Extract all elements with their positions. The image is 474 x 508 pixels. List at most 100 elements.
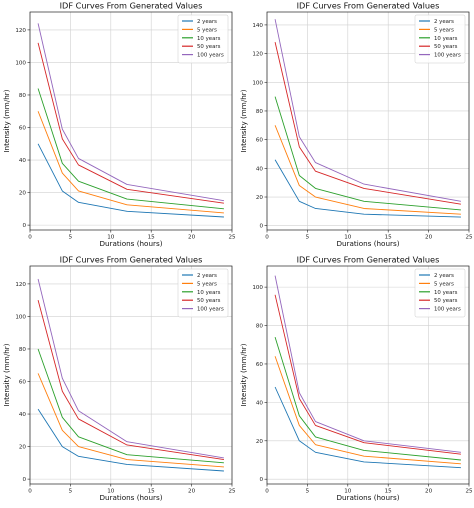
chart-title: IDF Curves From Generated Values: [60, 255, 203, 265]
y-tick-label: 60: [256, 362, 264, 368]
chart-title: IDF Curves From Generated Values: [297, 1, 440, 11]
y-tick-label: 80: [256, 109, 264, 115]
series-line-10-years: [37, 348, 224, 464]
legend: 2 years 5 years 10 years 50 years 100 years: [414, 14, 466, 64]
legend-box: [177, 268, 229, 318]
legend-label: 50 years: [434, 298, 458, 304]
series-line-5-years: [274, 125, 461, 215]
series-line-50-years: [37, 300, 224, 461]
x-tick-label: 20: [425, 489, 433, 495]
x-tick-label: 10: [344, 489, 352, 495]
y-tick-label: 40: [256, 400, 264, 406]
x-tick-label: 5: [69, 489, 73, 495]
plot-frame: [266, 11, 470, 231]
x-tick-label: 0: [265, 489, 269, 495]
chart-panel-bottom-left: 0 5 10 15 20 25 0 20 40 60 80 100 120 IDF Curves From…: [0, 254, 237, 508]
series-line-50-years: [274, 294, 461, 455]
series-line-50-years: [274, 42, 461, 205]
series-line-2-years: [37, 143, 224, 218]
series-line-100-years: [37, 23, 224, 202]
series-line-5-years: [37, 373, 224, 468]
y-tick-label: 100: [15, 60, 26, 66]
legend-label: 2 years: [197, 273, 217, 279]
y-tick-label: 20: [19, 191, 27, 197]
x-tick-label: 25: [465, 235, 473, 241]
y-tick-label: 0: [22, 223, 26, 229]
x-tick-label: 15: [148, 489, 156, 495]
y-tick-label: 120: [15, 282, 26, 288]
series-line-10-years: [274, 336, 461, 461]
y-tick-label: 0: [22, 477, 26, 483]
y-tick-label: 140: [252, 23, 263, 29]
legend-label: 10 years: [434, 36, 458, 42]
idf-chart-3: 0 5 10 15 20 25 0 20 40 60 80 100 IDF Curves From Ge…: [239, 255, 473, 503]
legend-box: [414, 14, 466, 64]
x-tick-label: 20: [188, 235, 196, 241]
legend-label: 100 years: [197, 53, 224, 59]
y-tick-label: 100: [252, 285, 263, 291]
legend: 2 years 5 years 10 years 50 years 100 years: [177, 14, 229, 64]
y-tick-label: 0: [259, 477, 263, 483]
plot-frame: [266, 265, 470, 485]
legend-label: 10 years: [197, 36, 221, 42]
y-tick-label: 20: [19, 445, 27, 451]
legend-label: 2 years: [434, 273, 454, 279]
plot-frame: [29, 265, 233, 485]
y-tick-label: 20: [256, 439, 264, 445]
legend-label: 100 years: [434, 53, 461, 59]
legend-label: 5 years: [434, 27, 454, 33]
x-tick-label: 5: [306, 489, 310, 495]
legend-label: 2 years: [197, 19, 217, 25]
y-tick-label: 0: [259, 224, 263, 230]
y-tick-label: 80: [256, 324, 264, 330]
x-tick-label: 15: [385, 235, 393, 241]
y-tick-label: 80: [19, 347, 27, 353]
x-axis-label: Durations (hours): [99, 239, 162, 248]
y-tick-label: 60: [256, 138, 264, 144]
series-line-5-years: [274, 356, 461, 465]
y-tick-label: 100: [252, 80, 263, 86]
legend-label: 50 years: [434, 44, 458, 50]
series-line-100-years: [274, 275, 461, 453]
series-line-10-years: [274, 96, 461, 211]
y-tick-label: 60: [19, 126, 27, 132]
x-tick-label: 5: [306, 235, 310, 241]
chart-title: IDF Curves From Generated Values: [297, 255, 440, 265]
x-tick-label: 10: [344, 235, 352, 241]
legend-label: 100 years: [434, 307, 461, 313]
legend-box: [177, 14, 229, 64]
y-axis-label: Intensity (mm/hr): [239, 343, 248, 406]
series-line-2-years: [37, 408, 224, 472]
legend: 2 years 5 years 10 years 50 years 100 years: [414, 268, 466, 318]
y-tick-label: 60: [19, 380, 27, 386]
chart-panel-top-left: 0 5 10 15 20 25 0 20 40 60 80 100 120 IDF Curves From…: [0, 0, 237, 254]
series-line-10-years: [37, 88, 224, 210]
x-tick-label: 10: [107, 235, 115, 241]
series-line-5-years: [37, 111, 224, 214]
x-axis-label: Durations (hours): [99, 493, 162, 502]
x-tick-label: 10: [107, 489, 115, 495]
chart-title: IDF Curves From Generated Values: [60, 1, 203, 11]
series-line-100-years: [274, 19, 461, 202]
series-line-2-years: [274, 159, 461, 218]
idf-chart-2: 0 5 10 15 20 25 0 20 40 60 80 100 120 IDF Curves From…: [2, 255, 236, 503]
x-tick-label: 5: [69, 235, 73, 241]
chart-panel-bottom-right: 0 5 10 15 20 25 0 20 40 60 80 100 IDF Curves From Ge…: [237, 254, 474, 508]
x-tick-label: 25: [465, 489, 473, 495]
x-axis-label: Durations (hours): [336, 493, 399, 502]
y-tick-label: 20: [256, 195, 264, 201]
y-axis-label: Intensity (mm/hr): [239, 89, 248, 152]
legend-label: 5 years: [434, 281, 454, 287]
y-tick-label: 80: [19, 93, 27, 99]
series-line-2-years: [274, 386, 461, 469]
legend-label: 100 years: [197, 307, 224, 313]
x-tick-label: 15: [385, 489, 393, 495]
legend-label: 5 years: [197, 281, 217, 287]
y-tick-label: 120: [15, 28, 26, 34]
idf-chart-1: 0 5 10 15 20 25 0 20 40 60 80 100 120 140 IDF Curves F…: [239, 1, 473, 249]
legend-label: 5 years: [197, 27, 217, 33]
series-line-50-years: [37, 42, 224, 204]
x-tick-label: 25: [228, 489, 236, 495]
legend: 2 years 5 years 10 years 50 years 100 years: [177, 268, 229, 318]
